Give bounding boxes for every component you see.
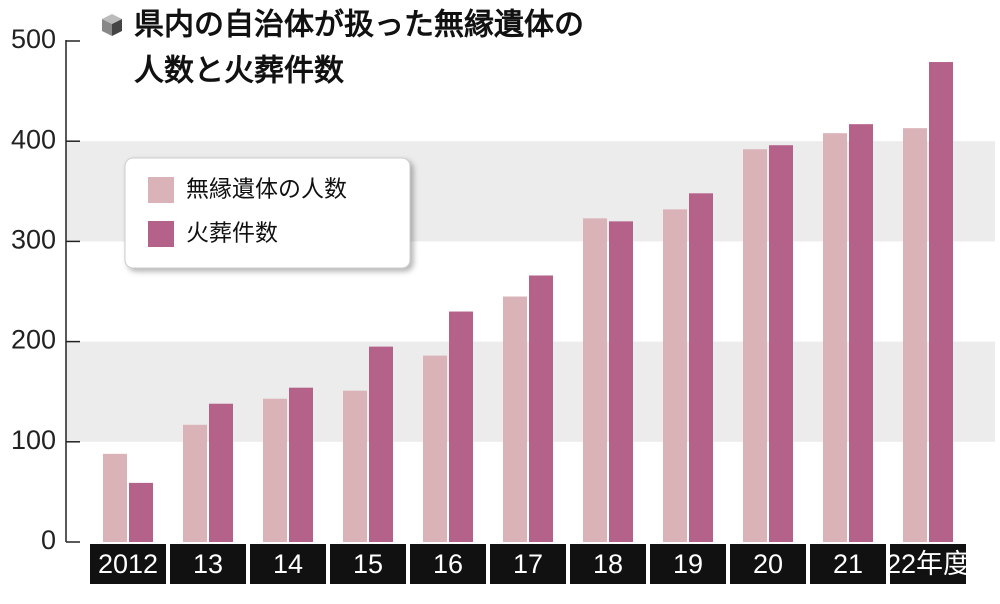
x-label-box <box>250 544 326 584</box>
title-icon <box>102 14 122 36</box>
bar <box>103 453 127 542</box>
x-label-box <box>90 544 166 584</box>
x-label-box <box>570 544 646 584</box>
y-tick-label: 400 <box>11 124 56 154</box>
bar <box>289 387 313 542</box>
y-tick-label: 0 <box>41 525 56 555</box>
bar <box>849 124 873 542</box>
legend-box <box>124 157 411 269</box>
bar <box>369 346 393 542</box>
bar <box>903 128 927 542</box>
x-tick-label: 17 <box>513 549 543 579</box>
bar <box>743 149 767 542</box>
bar <box>209 403 233 542</box>
x-tick-label: 15 <box>353 549 383 579</box>
bar <box>823 133 847 542</box>
bar <box>583 218 607 542</box>
x-label-box <box>650 544 726 584</box>
bar <box>263 398 287 542</box>
bar <box>689 193 713 542</box>
x-tick-label: 18 <box>593 549 623 579</box>
x-label-box <box>330 544 406 584</box>
bar <box>769 145 793 542</box>
bar <box>423 355 447 542</box>
x-label-box <box>890 544 966 584</box>
bar <box>609 221 633 543</box>
x-tick-label: 14 <box>273 549 303 579</box>
legend-swatch <box>148 177 174 203</box>
bar <box>183 424 207 542</box>
x-tick-label: 16 <box>433 549 463 579</box>
bar <box>529 275 553 542</box>
x-label-box <box>810 544 886 584</box>
bar <box>449 311 473 542</box>
legend-swatch <box>148 221 174 247</box>
x-tick-label: 13 <box>193 549 223 579</box>
x-tick-label: 20 <box>753 549 783 579</box>
bar <box>929 62 953 543</box>
y-tick-label: 300 <box>11 225 56 255</box>
x-label-box <box>170 544 246 584</box>
legend-label: 無縁遺体の人数 <box>186 177 347 203</box>
chart-title: 県内の自治体が扱った無縁遺体の <box>134 8 584 43</box>
x-label-box <box>410 544 486 584</box>
bar <box>663 209 687 542</box>
x-label-box <box>490 544 566 584</box>
y-tick-label: 200 <box>11 325 56 355</box>
x-tick-label: 21 <box>833 549 863 579</box>
x-label-box <box>730 544 806 584</box>
y-tick-label: 500 <box>11 24 56 54</box>
x-tick-label: 22年度 <box>886 549 970 579</box>
bar <box>343 390 367 542</box>
legend-label: 火葬件数 <box>186 221 278 247</box>
x-tick-label: 2012 <box>98 549 158 579</box>
y-tick-label: 100 <box>11 425 56 455</box>
bar <box>503 296 527 542</box>
chart-title: 人数と火葬件数 <box>134 54 345 89</box>
x-tick-label: 19 <box>673 549 703 579</box>
bar <box>129 482 153 542</box>
